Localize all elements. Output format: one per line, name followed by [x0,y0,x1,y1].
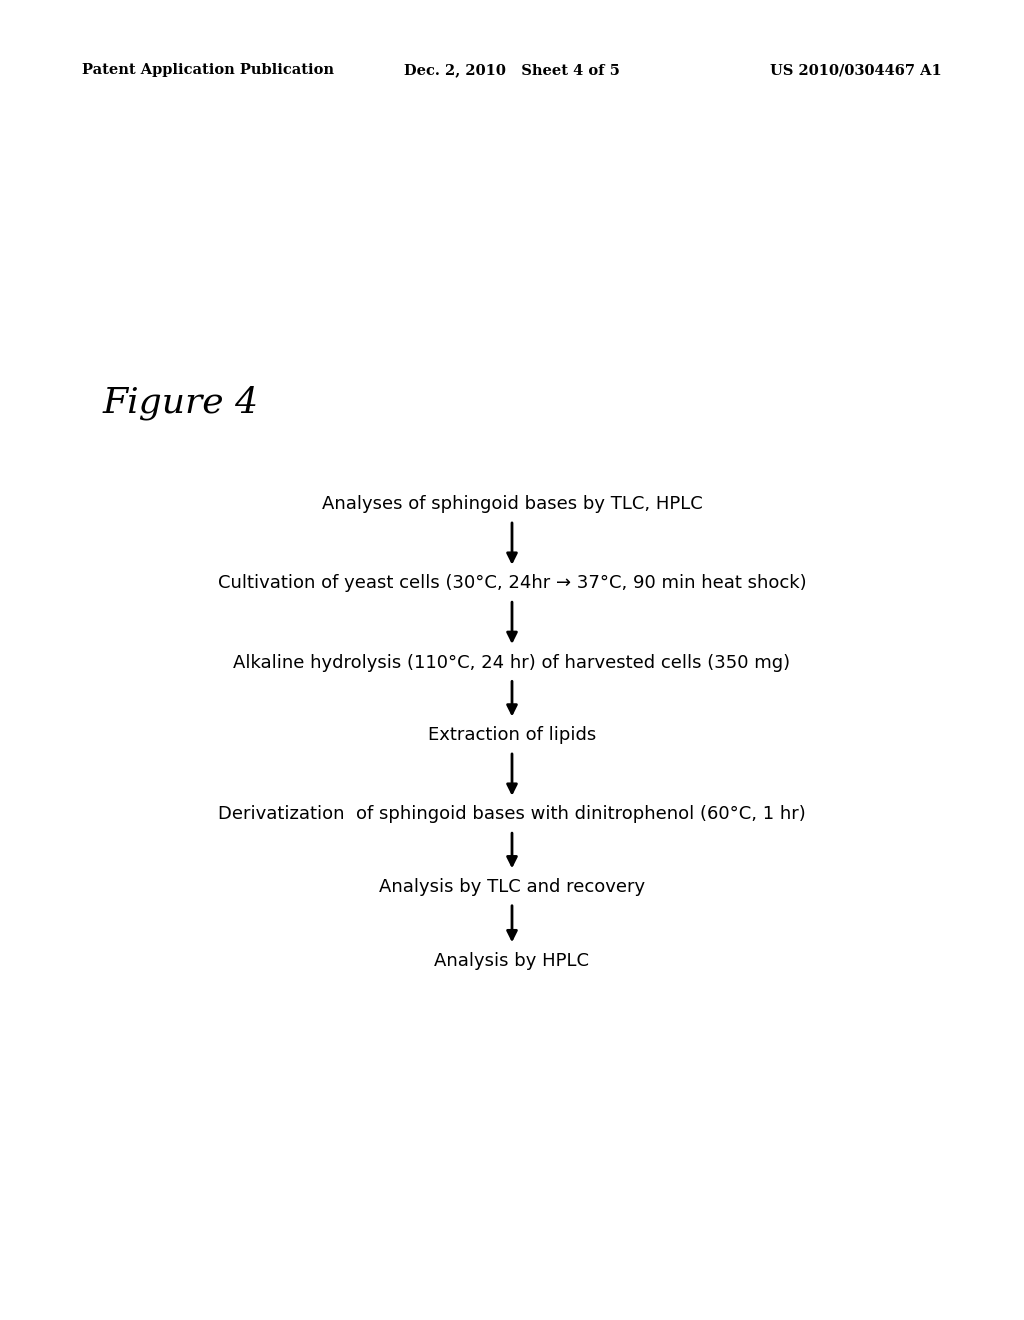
Text: Analysis by TLC and recovery: Analysis by TLC and recovery [379,878,645,896]
Text: US 2010/0304467 A1: US 2010/0304467 A1 [770,63,942,77]
Text: Patent Application Publication: Patent Application Publication [82,63,334,77]
Text: Alkaline hydrolysis (110°C, 24 hr) of harvested cells (350 mg): Alkaline hydrolysis (110°C, 24 hr) of ha… [233,653,791,672]
Text: Extraction of lipids: Extraction of lipids [428,726,596,744]
Text: Dec. 2, 2010   Sheet 4 of 5: Dec. 2, 2010 Sheet 4 of 5 [404,63,620,77]
Text: Figure 4: Figure 4 [102,385,258,420]
Text: Analyses of sphingoid bases by TLC, HPLC: Analyses of sphingoid bases by TLC, HPLC [322,495,702,513]
Text: Cultivation of yeast cells (30°C, 24hr → 37°C, 90 min heat shock): Cultivation of yeast cells (30°C, 24hr →… [218,574,806,593]
Text: Derivatization  of sphingoid bases with dinitrophenol (60°C, 1 hr): Derivatization of sphingoid bases with d… [218,805,806,824]
Text: Analysis by HPLC: Analysis by HPLC [434,952,590,970]
